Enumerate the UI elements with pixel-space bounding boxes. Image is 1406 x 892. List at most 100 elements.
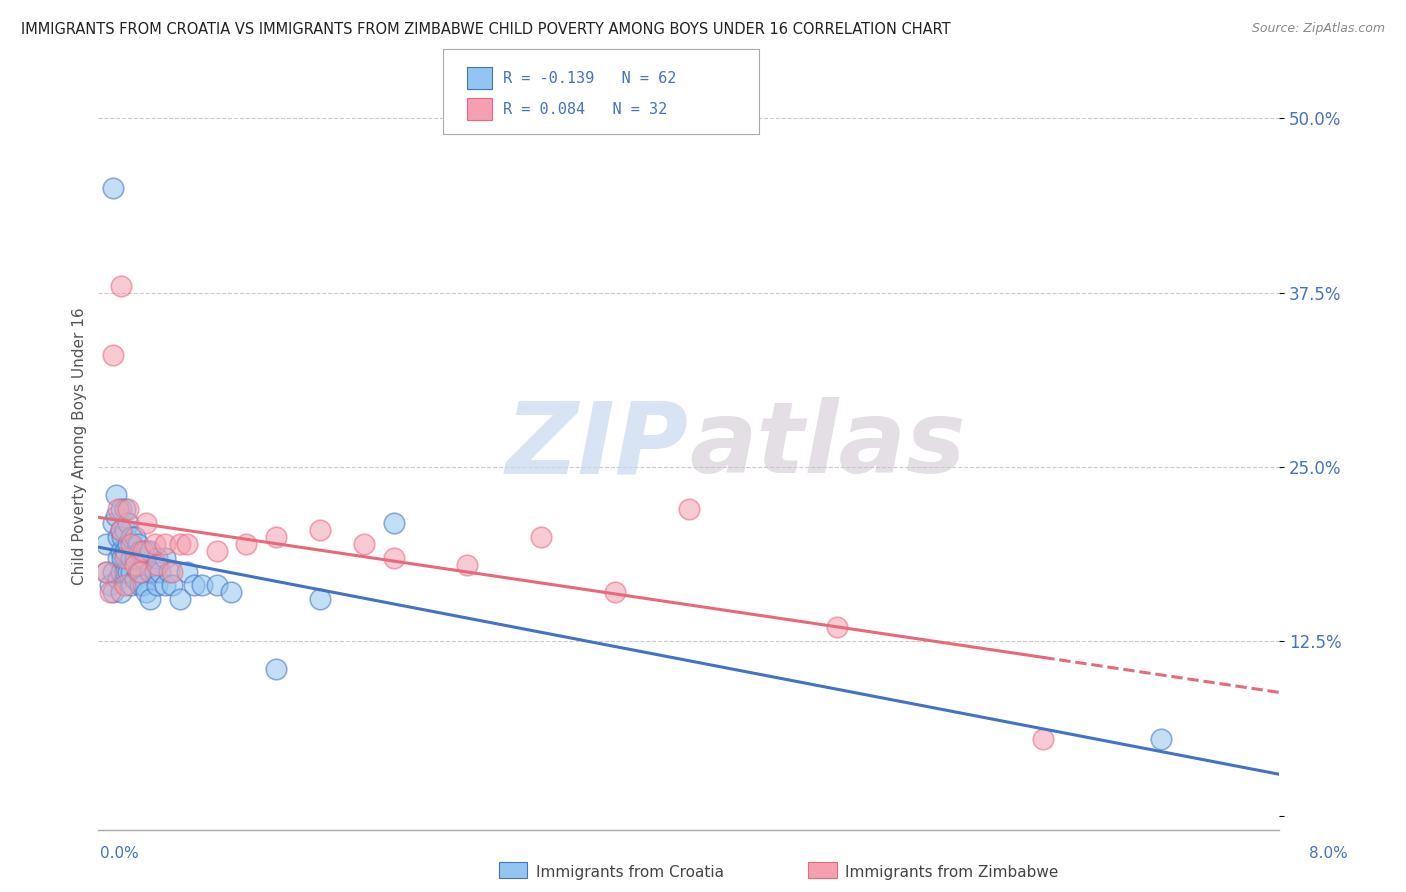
- Point: [678, 501, 700, 516]
- Point: [124, 530, 146, 544]
- Point: [94, 536, 117, 550]
- Point: [114, 578, 136, 592]
- Point: [105, 488, 128, 502]
- Point: [111, 550, 134, 565]
- Point: [309, 523, 332, 537]
- Point: [103, 516, 125, 530]
- Point: [111, 530, 134, 544]
- Point: [103, 181, 125, 195]
- Point: [110, 565, 132, 579]
- Point: [127, 565, 149, 579]
- Point: [143, 536, 166, 550]
- Point: [94, 565, 117, 579]
- Point: [132, 550, 155, 565]
- Point: [169, 536, 191, 550]
- Point: [457, 558, 479, 572]
- Point: [110, 523, 132, 537]
- Point: [176, 565, 198, 579]
- Point: [139, 592, 162, 607]
- Text: 8.0%: 8.0%: [1309, 847, 1348, 861]
- Point: [264, 530, 287, 544]
- Point: [146, 558, 169, 572]
- Point: [309, 592, 332, 607]
- Point: [117, 565, 139, 579]
- Point: [153, 536, 176, 550]
- Point: [110, 523, 132, 537]
- Point: [124, 572, 146, 586]
- Text: R = 0.084   N = 32: R = 0.084 N = 32: [503, 102, 668, 117]
- Point: [825, 620, 848, 634]
- Point: [117, 516, 139, 530]
- Point: [114, 565, 136, 579]
- Point: [110, 585, 132, 599]
- Text: ZIP: ZIP: [506, 398, 689, 494]
- Point: [107, 550, 129, 565]
- Point: [107, 501, 129, 516]
- Point: [120, 536, 142, 550]
- Point: [120, 530, 142, 544]
- Point: [139, 565, 162, 579]
- Point: [139, 543, 162, 558]
- Point: [135, 585, 157, 599]
- Text: 0.0%: 0.0%: [100, 847, 139, 861]
- Text: Immigrants from Croatia: Immigrants from Croatia: [536, 865, 724, 880]
- Point: [120, 550, 142, 565]
- Point: [117, 536, 139, 550]
- Y-axis label: Child Poverty Among Boys Under 16: Child Poverty Among Boys Under 16: [72, 307, 87, 585]
- Point: [128, 578, 150, 592]
- Point: [105, 508, 128, 523]
- Point: [169, 592, 191, 607]
- Text: Immigrants from Zimbabwe: Immigrants from Zimbabwe: [845, 865, 1059, 880]
- Point: [1032, 731, 1054, 746]
- Point: [146, 578, 169, 592]
- Point: [127, 536, 149, 550]
- Point: [605, 585, 627, 599]
- Point: [124, 550, 146, 565]
- Point: [94, 565, 117, 579]
- Point: [98, 585, 121, 599]
- Point: [382, 516, 405, 530]
- Point: [353, 536, 375, 550]
- Point: [221, 585, 243, 599]
- Point: [205, 543, 228, 558]
- Point: [103, 565, 125, 579]
- Text: atlas: atlas: [689, 398, 966, 494]
- Point: [205, 578, 228, 592]
- Point: [117, 501, 139, 516]
- Point: [143, 565, 166, 579]
- Text: Source: ZipAtlas.com: Source: ZipAtlas.com: [1251, 22, 1385, 36]
- Point: [128, 565, 150, 579]
- Point: [103, 348, 125, 362]
- Point: [1150, 731, 1173, 746]
- Point: [114, 543, 136, 558]
- Point: [153, 578, 176, 592]
- Point: [135, 543, 157, 558]
- Point: [132, 543, 155, 558]
- Point: [110, 501, 132, 516]
- Point: [176, 536, 198, 550]
- Point: [149, 565, 172, 579]
- Point: [128, 543, 150, 558]
- Point: [120, 565, 142, 579]
- Point: [110, 278, 132, 293]
- Point: [120, 578, 142, 592]
- Point: [98, 578, 121, 592]
- Point: [153, 550, 176, 565]
- Point: [162, 578, 183, 592]
- Point: [235, 536, 257, 550]
- Point: [382, 550, 405, 565]
- Point: [103, 585, 125, 599]
- Point: [124, 558, 146, 572]
- Point: [191, 578, 214, 592]
- Point: [162, 565, 183, 579]
- Point: [132, 578, 155, 592]
- Point: [264, 662, 287, 676]
- Text: IMMIGRANTS FROM CROATIA VS IMMIGRANTS FROM ZIMBABWE CHILD POVERTY AMONG BOYS UND: IMMIGRANTS FROM CROATIA VS IMMIGRANTS FR…: [21, 22, 950, 37]
- Point: [135, 516, 157, 530]
- Point: [114, 550, 136, 565]
- Point: [146, 550, 169, 565]
- Point: [183, 578, 205, 592]
- Point: [110, 543, 132, 558]
- Point: [157, 565, 180, 579]
- Point: [114, 501, 136, 516]
